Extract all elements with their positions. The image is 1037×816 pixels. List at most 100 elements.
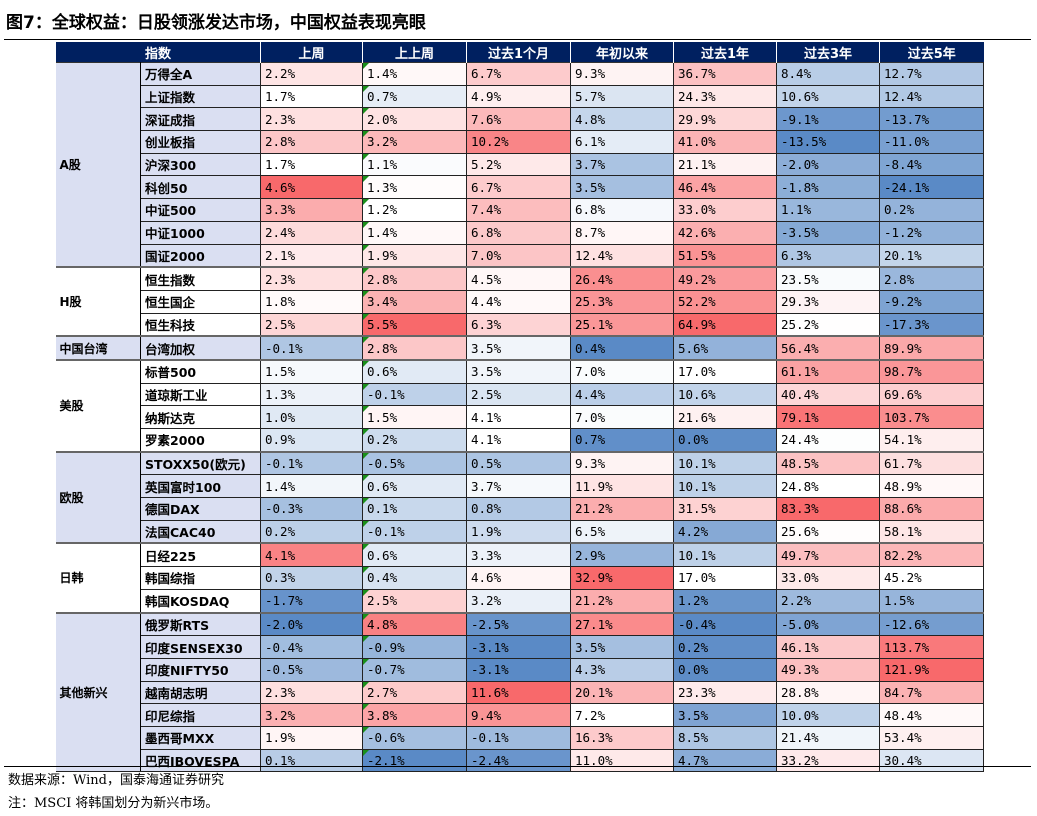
table-row: 欧股 STOXX50(欧元) -0.1% -0.5% 0.5% 9.3% 10.1% 48.5… — [55, 450, 984, 544]
heatmap-cell: 69.6% — [879, 382, 984, 407]
heatmap-cell: 5.5% — [362, 312, 467, 337]
heatmap-cell: 20.1% — [570, 680, 674, 705]
heatmap-cell: 84.7% — [879, 680, 984, 705]
heatmap-cell: 7.0% — [570, 358, 674, 384]
heatmap-cell: 2.3% — [260, 266, 363, 291]
heatmap-cell: -2.5% — [466, 611, 571, 637]
heatmap-cell: 79.1% — [776, 405, 880, 429]
heatmap-cell: 2.8% — [362, 335, 467, 361]
heatmap-cell: 24.4% — [776, 427, 880, 453]
heatmap-cell: 1.9% — [362, 243, 467, 268]
heatmap-cell: 1.2% — [673, 588, 777, 614]
table-row: 道琼斯工业 1.3% -0.1% 2.5% 4.4% 10.6% 40.4% 69.6% — [56, 382, 984, 407]
group-label: 美股 — [55, 358, 141, 453]
heatmap-cell: 24.3% — [673, 84, 777, 109]
table-row: 德国DAX -0.3% 0.1% 0.8% 21.2% 31.5% 83.3% 88.6% — [56, 497, 984, 521]
footnote: 注：MSCI 将韩国划分为新兴市场。 — [8, 796, 219, 811]
index-name: 沪深300 — [140, 152, 261, 177]
heatmap-cell: -0.6% — [362, 725, 467, 750]
heatmap-cell: 0.2% — [879, 198, 984, 222]
table-row: 印度NIFTY50 -0.5% -0.7% -3.1% 4.3% 0.0% 49.3% 121… — [56, 657, 984, 682]
index-name: 德国DAX — [140, 497, 261, 521]
heatmap-cell: 25.1% — [570, 312, 674, 337]
table-row: 韩国KOSDAQ -1.7% 2.5% 3.2% 21.2% 1.2% 2.2% 1.5% — [56, 588, 984, 614]
heatmap-cell: 12.4% — [879, 84, 984, 109]
heatmap-cell: 6.7% — [466, 175, 571, 200]
heatmap-cell: 1.9% — [260, 725, 363, 750]
heatmap-cell: 1.5% — [362, 405, 467, 429]
heatmap-cell: -24.1% — [879, 175, 984, 200]
table-row: 英国富时100 1.4% 0.6% 3.7% 11.9% 10.1% 24.8% 48.9% — [56, 474, 984, 499]
heatmap-cell: 1.3% — [260, 382, 363, 407]
heatmap-cell: -1.7% — [260, 588, 363, 614]
heatmap-cell: 0.1% — [260, 748, 363, 773]
heatmap-cell: 53.4% — [879, 725, 984, 750]
source-note: 数据来源：Wind，国泰海通证券研究 — [8, 773, 224, 788]
heatmap-cell: 1.1% — [362, 152, 467, 177]
header-row: 指数 上周 上上周 过去1个月 年初以来 过去1年 过去3年 过去5年 — [55, 42, 984, 63]
heatmap-cell: 17.0% — [673, 566, 777, 590]
table-row: H股 恒生指数 2.3% 2.8% 4.5% 26.4% 49.2% 23.5% 2.8% — [55, 266, 984, 337]
table-row: 法国CAC40 0.2% -0.1% 1.9% 6.5% 4.2% 25.6% 58.1% — [56, 519, 984, 544]
index-name: 墨西哥MXX — [140, 725, 261, 750]
heatmap-cell: 58.1% — [879, 519, 984, 544]
heatmap-cell: 10.6% — [776, 84, 880, 109]
group-label: 中国台湾 — [55, 335, 141, 361]
table-row: 纳斯达克 1.0% 1.5% 4.1% 7.0% 21.6% 79.1% 103.7% — [56, 405, 984, 429]
heatmap-cell: 49.2% — [673, 266, 777, 291]
table-row: 中国台湾 台湾加权 -0.1% 2.8% 3.5% 0.4% 5.6% 56.4% 89.9% — [55, 335, 984, 361]
heatmap-cell: 6.3% — [776, 243, 880, 268]
index-name: 恒生科技 — [140, 312, 261, 337]
heatmap-cell: 2.2% — [260, 62, 363, 86]
heatmap-cell: 1.4% — [362, 62, 467, 86]
index-name: 印度NIFTY50 — [140, 657, 261, 682]
heatmap-cell: 2.5% — [362, 588, 467, 614]
heatmap-cell: 4.3% — [570, 657, 674, 682]
heatmap-cell: 1.5% — [879, 588, 984, 614]
index-name: 韩国综指 — [140, 566, 261, 590]
heatmap-cell: -3.1% — [466, 657, 571, 682]
heatmap-cell: 8.7% — [570, 220, 674, 245]
heatmap-cell: 7.0% — [570, 405, 674, 429]
heatmap-cell: -13.5% — [776, 130, 880, 154]
heatmap-cell: 31.5% — [673, 497, 777, 521]
heatmap-cell: 10.6% — [673, 382, 777, 407]
heatmap-cell: 0.8% — [466, 497, 571, 521]
heatmap-cell: 4.5% — [466, 266, 571, 291]
heatmap-cell: -11.0% — [879, 130, 984, 154]
table-row: 美股 标普500 1.5% 0.6% 3.5% 7.0% 17.0% 61.1% 98.7% — [55, 358, 984, 453]
heatmap-cell: 11.9% — [570, 474, 674, 499]
heatmap-cell: 2.8% — [362, 266, 467, 291]
heatmap-cell: 11.0% — [570, 748, 674, 773]
heatmap-cell: 0.6% — [362, 474, 467, 499]
heatmap-cell: 48.5% — [776, 450, 880, 476]
heatmap-cell: 6.8% — [570, 198, 674, 222]
heatmap-cell: 4.1% — [466, 427, 571, 453]
heatmap-cell: 2.1% — [260, 243, 363, 268]
table-row: 越南胡志明 2.3% 2.7% 11.6% 20.1% 23.3% 28.8% 84.7% — [56, 680, 984, 705]
heatmap-cell: 121.9% — [879, 657, 984, 682]
heatmap-cell: 33.0% — [673, 198, 777, 222]
table-row: 印度SENSEX30 -0.4% -0.9% -3.1% 3.5% 0.2% 46.1% 11… — [56, 635, 984, 659]
table-row: 创业板指 2.8% 3.2% 10.2% 6.1% 41.0% -13.5% -11.0% — [56, 130, 984, 154]
heatmap-cell: -5.0% — [776, 611, 880, 637]
heatmap-cell: 25.3% — [570, 289, 674, 314]
heatmap-cell: 2.4% — [260, 220, 363, 245]
heatmap-cell: 2.5% — [466, 382, 571, 407]
heatmap-cell: 0.9% — [260, 427, 363, 453]
heatmap-cell: 10.0% — [776, 703, 880, 727]
heatmap-cell: -17.3% — [879, 312, 984, 337]
heatmap-cell: 3.5% — [466, 335, 571, 361]
heatmap-cell: -0.1% — [260, 450, 363, 476]
heatmap-cell: 0.2% — [260, 519, 363, 544]
heatmap-cell: 21.4% — [776, 725, 880, 750]
heatmap-cell: 52.2% — [673, 289, 777, 314]
heatmap-cell: 113.7% — [879, 635, 984, 659]
heatmap-cell: 1.0% — [260, 405, 363, 429]
group-label: A股 — [55, 62, 141, 268]
heatmap-cell: 2.3% — [260, 107, 363, 132]
heatmap-cell: -12.6% — [879, 611, 984, 637]
heatmap-cell: 0.3% — [260, 566, 363, 590]
index-name: 科创50 — [140, 175, 261, 200]
heatmap-cell: 41.0% — [673, 130, 777, 154]
